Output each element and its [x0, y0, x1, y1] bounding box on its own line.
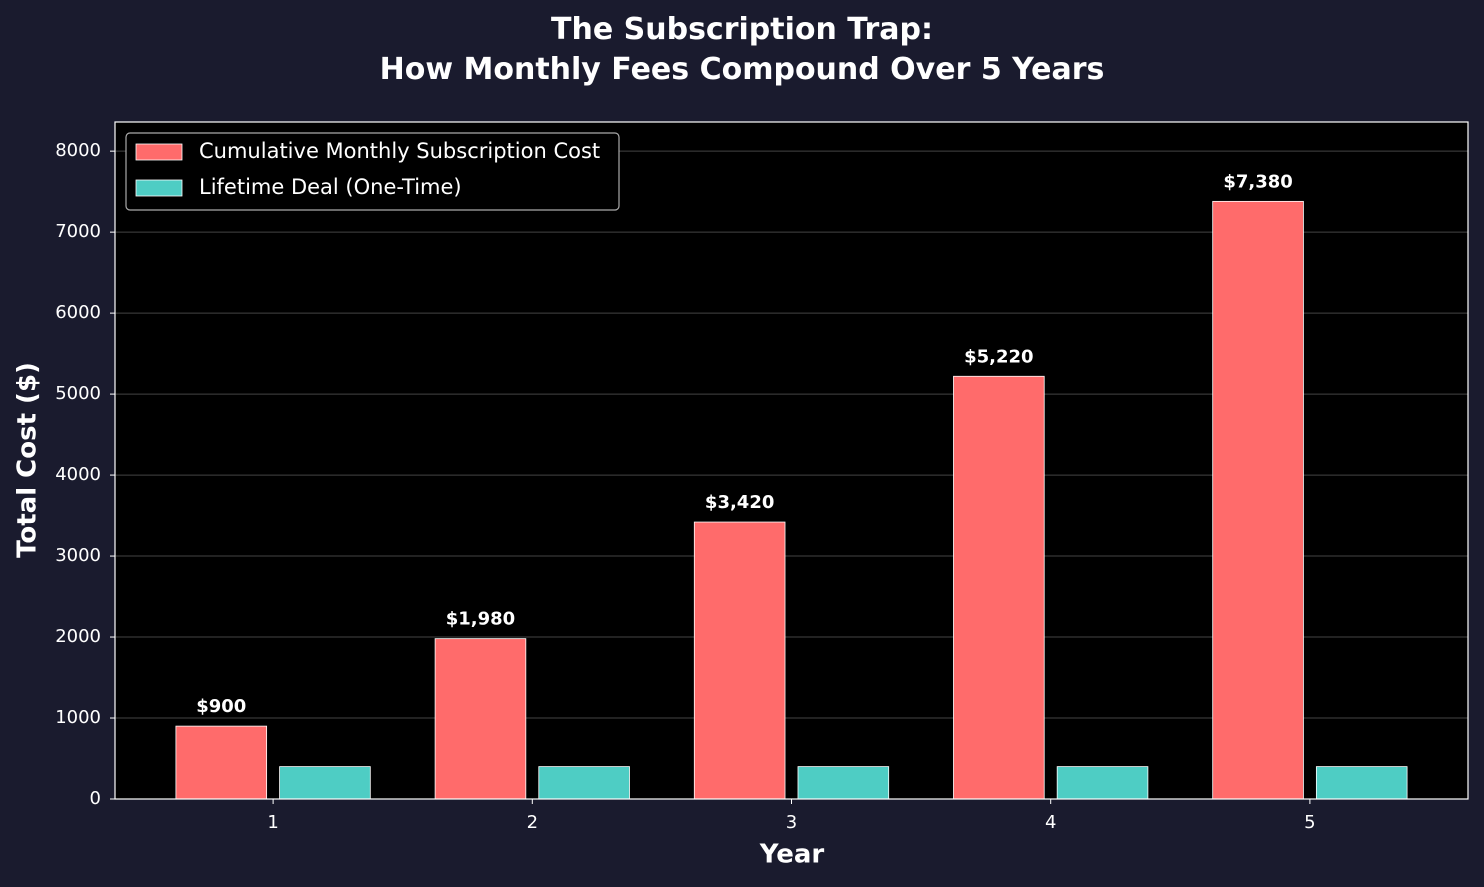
legend-swatch	[135, 143, 183, 161]
bar	[953, 375, 1045, 800]
bar	[1056, 766, 1149, 800]
legend-box	[125, 132, 620, 211]
bar	[279, 766, 371, 800]
bar	[175, 725, 268, 800]
x-tick-label: 3	[786, 812, 797, 833]
x-tick-label: 1	[267, 812, 278, 833]
y-tick-label: 2000	[55, 626, 101, 647]
value-label: $7,380	[1223, 171, 1292, 192]
y-tick-label: 3000	[55, 545, 101, 566]
y-tick-label: 5000	[55, 383, 101, 404]
value-label: $5,220	[964, 346, 1033, 367]
y-tick-label: 1000	[55, 707, 101, 728]
plot-frame	[114, 121, 1469, 800]
value-label: $3,420	[705, 492, 774, 513]
value-label: $900	[196, 696, 246, 717]
chart-title: The Subscription Trap: How Monthly Fees …	[379, 12, 1105, 87]
x-tick-label: 4	[1045, 812, 1056, 833]
bar	[538, 766, 630, 800]
y-tick-label: 6000	[55, 302, 101, 323]
bar	[693, 521, 786, 800]
x-tick-label: 5	[1304, 812, 1315, 833]
x-tick-label: 2	[527, 812, 538, 833]
legend-label: Lifetime Deal (One-Time)	[199, 175, 462, 199]
legend-swatch	[135, 179, 183, 197]
bar	[1212, 200, 1304, 800]
y-axis-label: Total Cost ($)	[13, 362, 43, 558]
bar	[434, 638, 527, 800]
legend-label: Cumulative Monthly Subscription Cost	[199, 139, 600, 163]
y-tick-label: 4000	[55, 464, 101, 485]
y-tick-label: 0	[90, 788, 101, 809]
bar	[797, 766, 890, 800]
y-tick-label: 7000	[55, 221, 101, 242]
y-tick-label: 8000	[55, 140, 101, 161]
x-axis-label: Year	[759, 840, 825, 870]
value-label: $1,980	[446, 609, 515, 630]
bar	[1315, 766, 1408, 800]
